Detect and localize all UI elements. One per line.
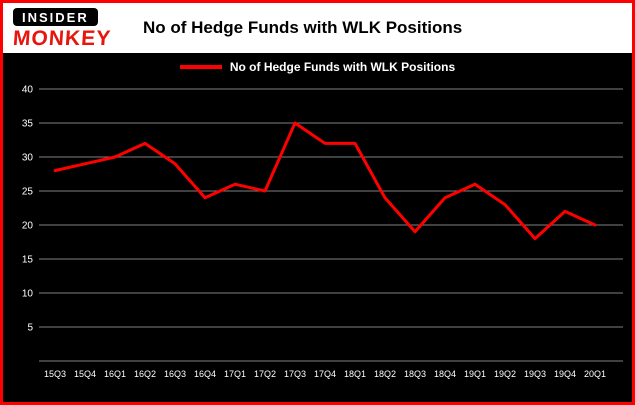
y-tick-label: 10 <box>22 289 34 300</box>
chart-title: No of Hedge Funds with WLK Positions <box>143 18 463 37</box>
x-tick-label: 17Q1 <box>224 369 246 379</box>
x-tick-label: 19Q3 <box>524 369 546 379</box>
legend: No of Hedge Funds with WLK Positions <box>3 53 632 81</box>
header: INSIDER MONKEY No of Hedge Funds with WL… <box>3 3 632 53</box>
x-tick-label: 18Q4 <box>434 369 456 379</box>
x-tick-label: 19Q1 <box>464 369 486 379</box>
y-tick-label: 25 <box>22 187 34 198</box>
x-tick-label: 20Q1 <box>584 369 606 379</box>
x-tick-label: 15Q4 <box>74 369 96 379</box>
x-tick-label: 17Q2 <box>254 369 276 379</box>
insider-monkey-logo: INSIDER MONKEY <box>12 7 123 50</box>
y-tick-label: 35 <box>22 119 34 130</box>
line-chart: 5 10 15 20 25 30 35 40 15Q3 15Q4 16Q1 16Q2 16Q3 16Q4 1… <box>22 85 623 379</box>
data-line <box>53 121 597 241</box>
chart-area: No of Hedge Funds with WLK Positions 5 10… <box>3 53 632 402</box>
x-tick-label: 16Q4 <box>194 369 216 379</box>
x-tick-label: 17Q4 <box>314 369 336 379</box>
chart-inner: INSIDER MONKEY No of Hedge Funds with WL… <box>3 3 632 402</box>
x-tick-label: 16Q2 <box>134 369 156 379</box>
x-tick-label: 16Q1 <box>104 369 126 379</box>
logo-monkey-text: MONKEY <box>12 26 112 50</box>
x-tick-label: 18Q2 <box>374 369 396 379</box>
legend-line-swatch <box>179 65 222 69</box>
x-tick-label: 18Q1 <box>344 369 366 379</box>
x-tick-label: 17Q3 <box>284 369 306 379</box>
y-tick-label: 30 <box>22 153 34 164</box>
y-tick-label: 15 <box>22 255 34 266</box>
legend-label: No of Hedge Funds with WLK Positions <box>229 60 456 74</box>
x-tick-label: 19Q4 <box>554 369 576 379</box>
x-tick-label: 19Q2 <box>494 369 516 379</box>
y-tick-label: 20 <box>22 221 34 232</box>
y-tick-label: 40 <box>22 85 34 96</box>
logo-insider-text: INSIDER <box>13 7 98 26</box>
x-tick-label: 18Q3 <box>404 369 426 379</box>
x-tick-label: 16Q3 <box>164 369 186 379</box>
x-tick-label: 15Q3 <box>44 369 66 379</box>
y-tick-label: 5 <box>27 323 33 334</box>
